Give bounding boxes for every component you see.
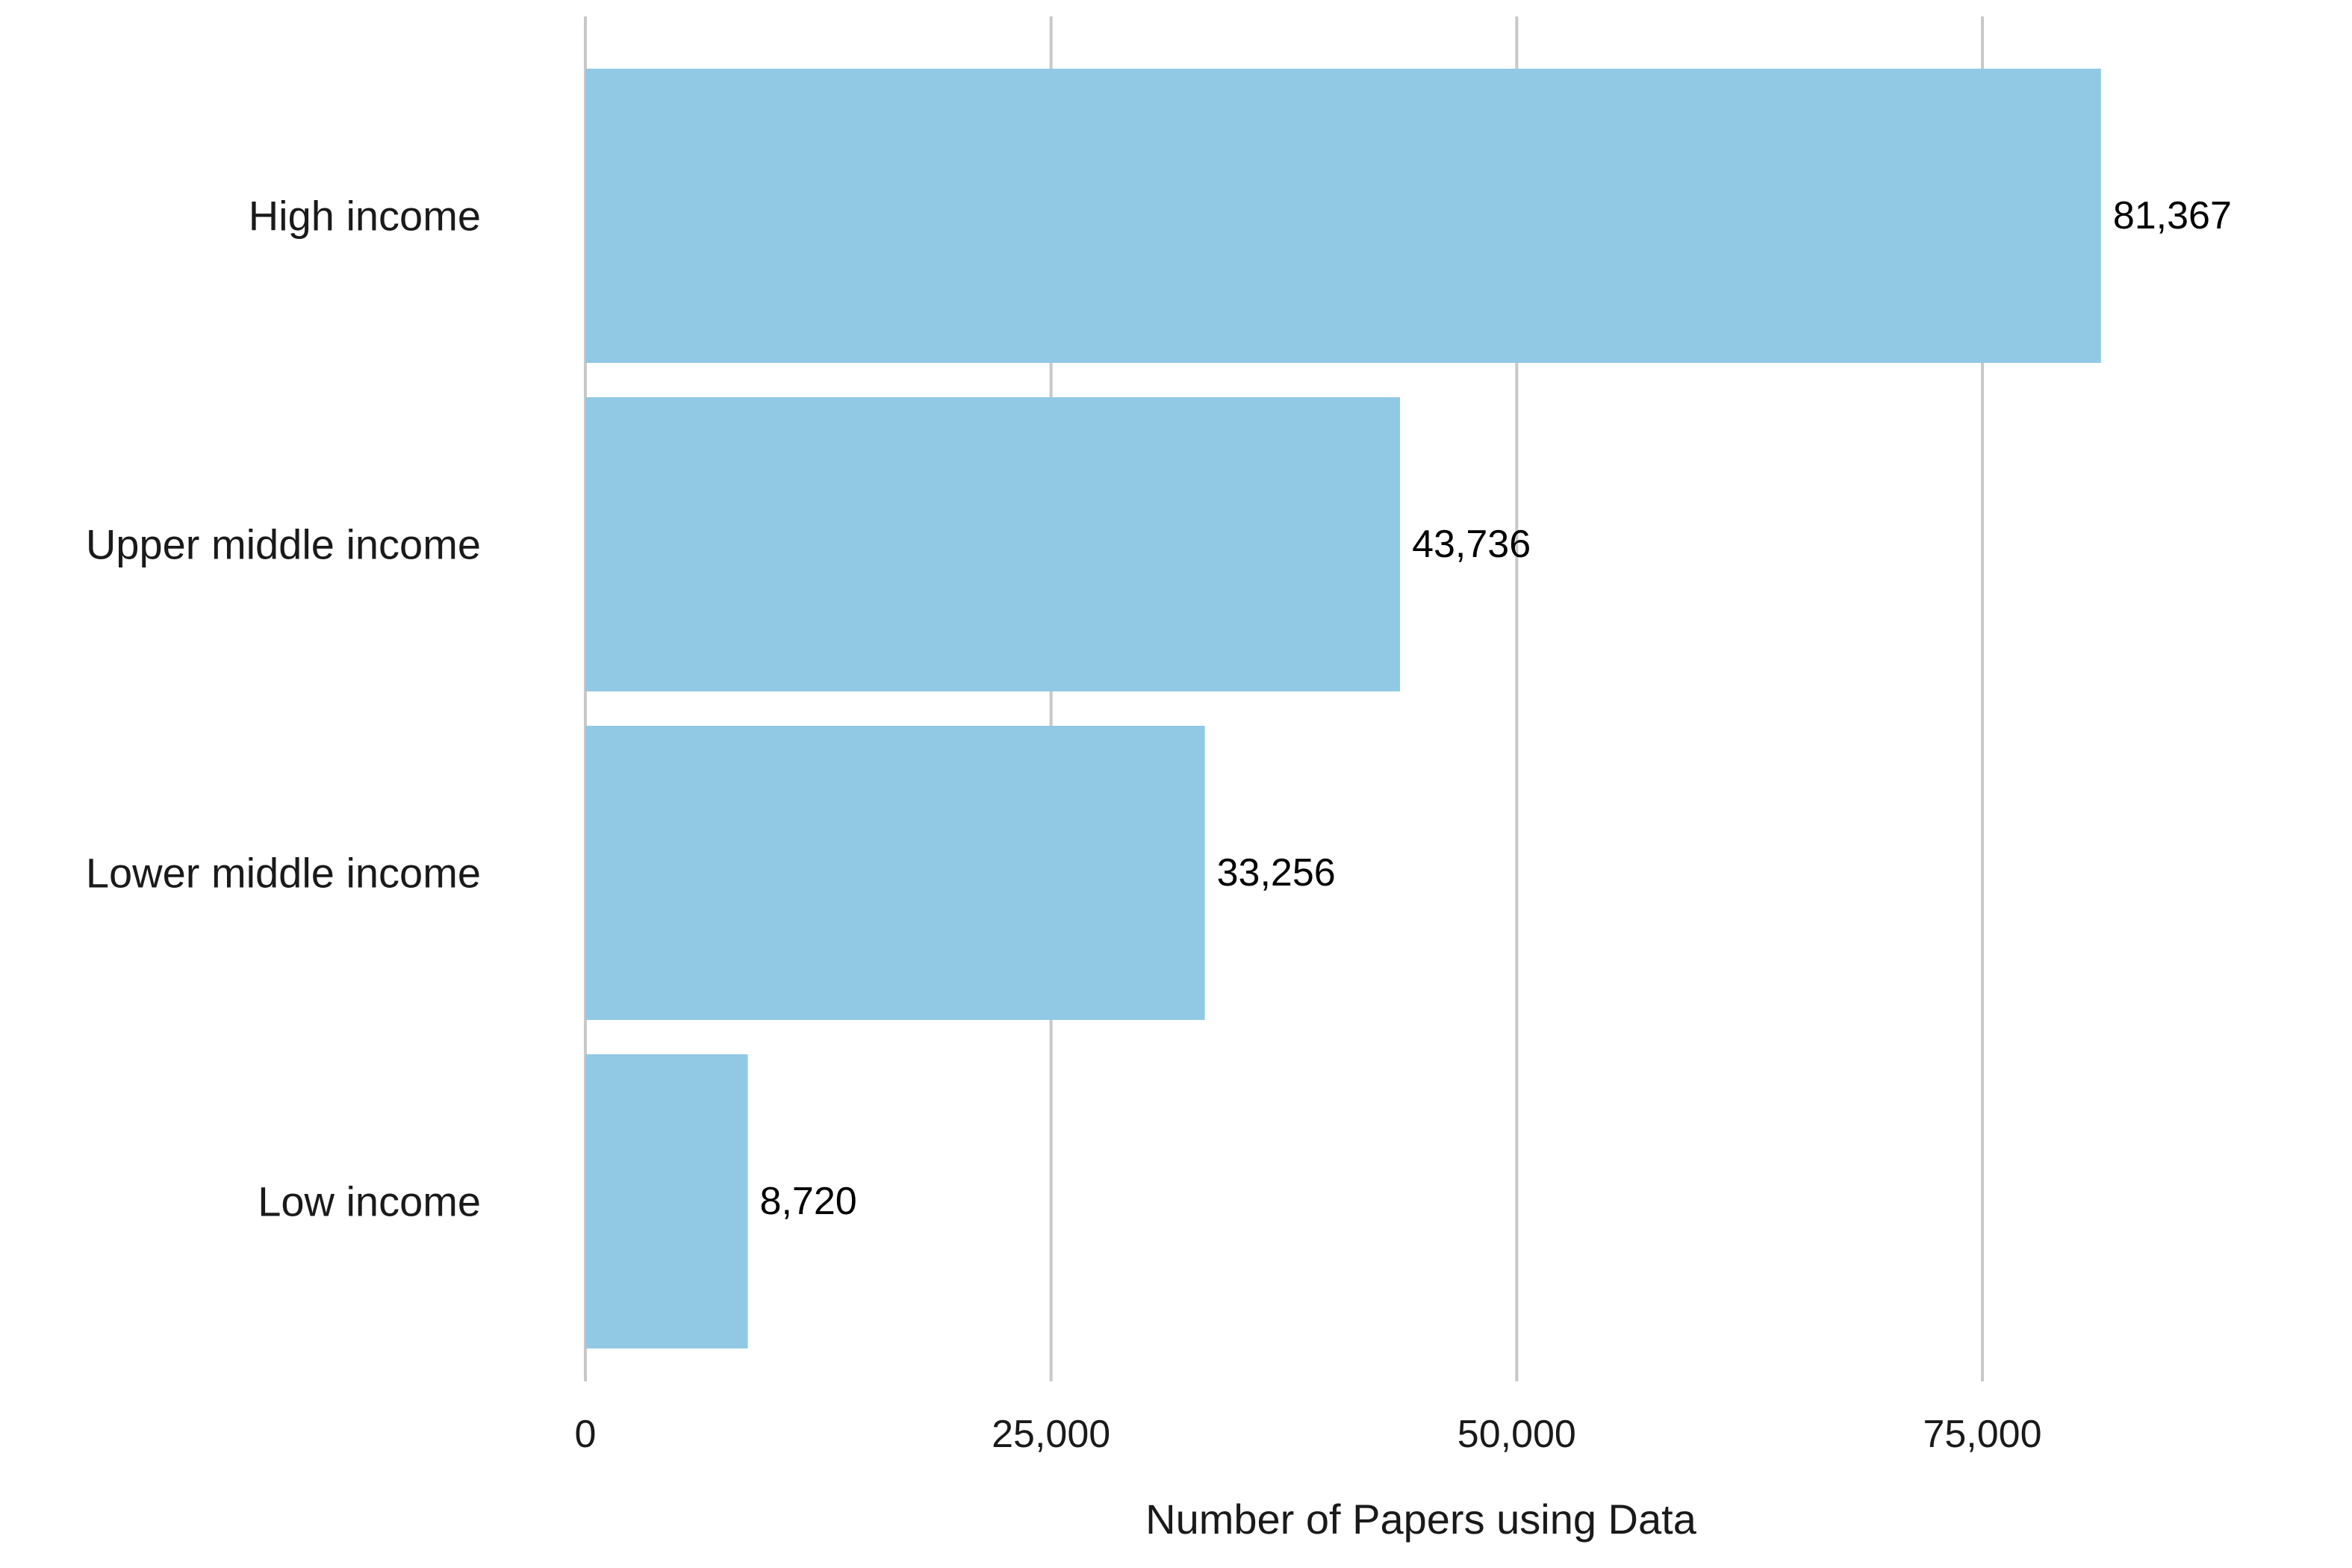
x-tick-label: 75,000 <box>1923 1413 2041 1456</box>
category-label: Upper middle income <box>86 521 481 568</box>
category-label: High income <box>249 193 481 240</box>
value-label: 8,720 <box>760 1180 857 1223</box>
bar-2 <box>585 726 1205 1020</box>
x-axis-title: Number of Papers using Data <box>1145 1496 1697 1543</box>
category-label: Lower middle income <box>86 850 481 897</box>
bars <box>585 69 2101 1348</box>
x-tick-label: 0 <box>575 1413 597 1456</box>
x-tick-label: 50,000 <box>1457 1413 1576 1456</box>
category-label: Low income <box>258 1178 481 1225</box>
bar-1 <box>585 397 1401 691</box>
x-tick-label: 25,000 <box>992 1413 1110 1456</box>
labels: 0 25,000 50,000 75,000 High income 81,367 Uppe… <box>86 193 2232 1457</box>
value-label: 33,256 <box>1217 851 1336 895</box>
value-label: 81,367 <box>2113 194 2232 237</box>
bar-0 <box>585 69 2101 363</box>
bar-3 <box>585 1054 748 1348</box>
value-label: 43,736 <box>1412 523 1531 566</box>
